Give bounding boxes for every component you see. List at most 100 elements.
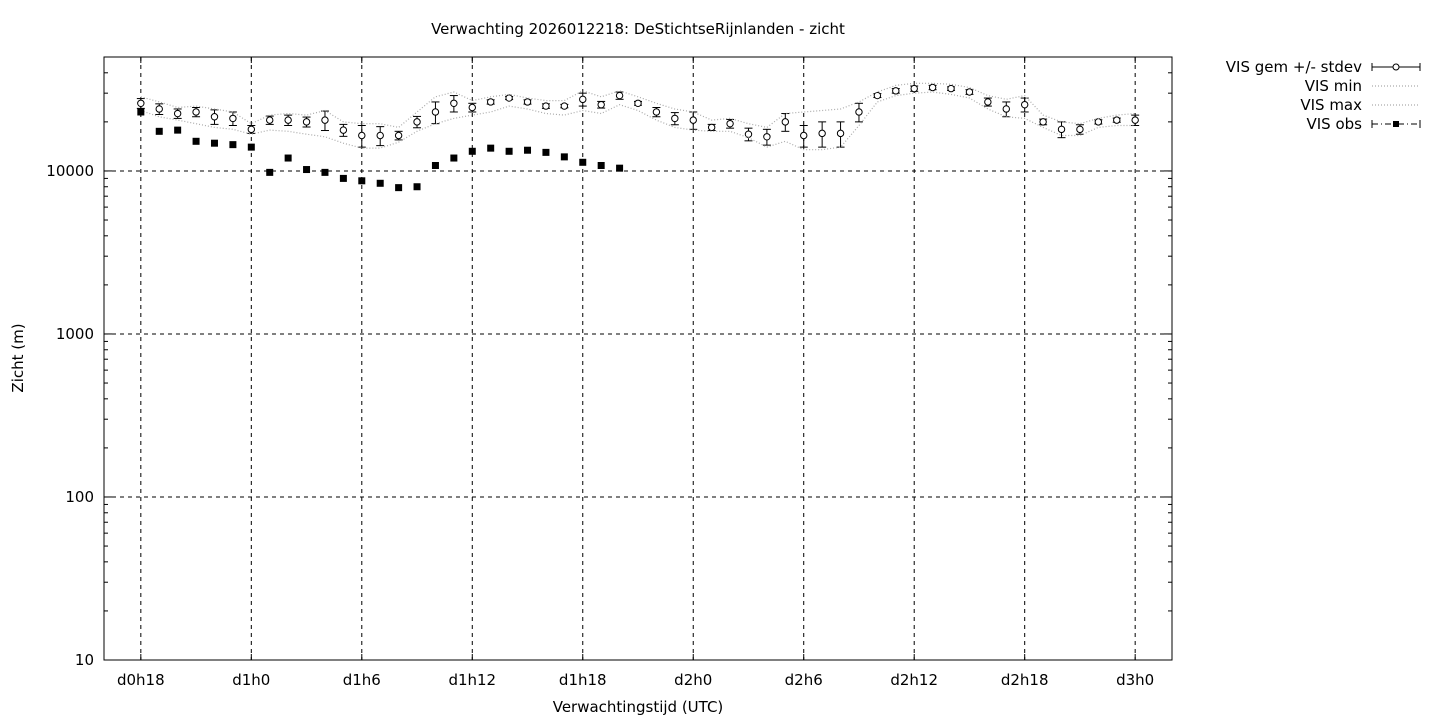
series-1 [140, 91, 1136, 151]
x-axis: d0h18 d1h0 d1h6 d1h12 d1h18 d2h0 d2h6 d2h12 d2h1… [117, 57, 1154, 689]
data-point [302, 118, 311, 126]
data-point [855, 108, 863, 116]
data-point [560, 102, 569, 110]
data-point [800, 131, 808, 140]
data-point [247, 143, 255, 151]
data-point [1057, 125, 1066, 134]
data-point [303, 166, 311, 174]
x-axis-label: Verwachtingstijd (UTC) [553, 698, 724, 716]
data-point [524, 146, 532, 154]
legend-label: VIS min [1305, 77, 1362, 95]
data-point [137, 108, 145, 116]
data-point [155, 105, 163, 113]
y-tick-label: 100 [65, 488, 94, 506]
legend-label: VIS gem +/- stdev [1226, 58, 1362, 76]
data-point [431, 161, 439, 169]
data-point [836, 129, 845, 138]
data-point [910, 84, 918, 93]
data-point [873, 91, 882, 100]
legend-marker [1392, 63, 1400, 71]
data-point [321, 116, 329, 124]
data-point [210, 113, 219, 121]
data-point [1076, 125, 1084, 134]
data-point [210, 139, 218, 147]
data-point [597, 161, 605, 169]
data-point [358, 177, 366, 185]
data-point [1094, 118, 1103, 126]
data-point [173, 109, 182, 118]
data-point [818, 129, 826, 138]
data-point [707, 123, 716, 132]
data-point [266, 116, 274, 124]
data-point [468, 103, 476, 112]
data-point [339, 174, 347, 182]
series-3 [137, 108, 624, 192]
data-point [376, 179, 384, 187]
y-tick-label: 10 [75, 651, 94, 669]
data-point [1113, 116, 1121, 124]
data-point [486, 98, 495, 106]
x-tick-label: d1h0 [232, 671, 270, 689]
legend-label: VIS max [1300, 96, 1362, 114]
data-point [468, 147, 476, 155]
data-point [965, 88, 974, 96]
data-point [763, 133, 771, 141]
x-tick-label: d2h18 [1001, 671, 1049, 689]
data-point [781, 118, 790, 126]
plot-area [136, 82, 1140, 192]
data-point [634, 99, 642, 107]
data-point [431, 108, 440, 116]
legend-label: VIS obs [1307, 115, 1363, 133]
x-tick-label: d2h6 [785, 671, 823, 689]
plot-frame [103, 56, 1173, 661]
x-tick-label: d2h12 [890, 671, 938, 689]
data-point [247, 125, 256, 134]
series-2 [140, 82, 1136, 129]
data-point [560, 153, 568, 161]
data-point [523, 98, 532, 106]
data-point [376, 131, 384, 140]
chart-title: Verwachting 2026012218: DeStichtseRijnla… [431, 20, 845, 38]
x-tick-label: d1h6 [343, 671, 381, 689]
data-point [192, 137, 200, 145]
data-point [892, 87, 900, 95]
data-point [229, 141, 237, 149]
data-point [671, 114, 679, 123]
data-point [229, 114, 237, 123]
data-point [339, 126, 348, 134]
data-point [394, 131, 403, 140]
grid-lines [104, 57, 1172, 660]
data-point [137, 99, 145, 107]
data-point [284, 154, 292, 162]
data-point [505, 147, 513, 155]
data-point [155, 127, 163, 135]
x-tick-label: d2h0 [674, 671, 712, 689]
data-point [689, 116, 697, 124]
data-point [174, 126, 182, 134]
legend-marker [1393, 121, 1399, 127]
data-point [947, 84, 955, 93]
data-point [579, 95, 587, 104]
data-point [542, 148, 550, 156]
data-point [928, 83, 937, 92]
data-point [321, 168, 329, 176]
data-point [616, 164, 624, 172]
series-0 [136, 83, 1140, 148]
y-axis: 10 100 1000 10000 [46, 56, 1172, 669]
data-point [395, 184, 403, 192]
x-tick-label: d1h12 [448, 671, 496, 689]
data-point [726, 119, 734, 128]
data-point [358, 131, 366, 140]
data-point [615, 91, 624, 100]
x-tick-label: d3h0 [1116, 671, 1154, 689]
data-point [413, 118, 421, 126]
data-point [579, 158, 587, 166]
data-point [450, 99, 458, 107]
data-point [487, 144, 495, 152]
x-tick-label: d0h18 [117, 671, 165, 689]
x-tick-label: d1h18 [559, 671, 607, 689]
y-axis-label: Zicht (m) [9, 323, 27, 392]
data-point [1131, 116, 1139, 124]
